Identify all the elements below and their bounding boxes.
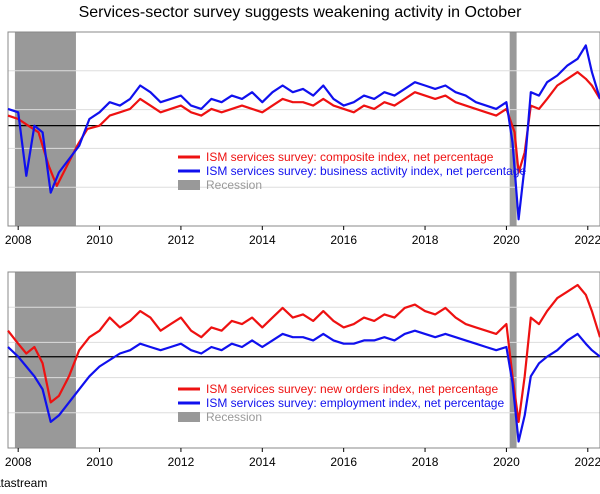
x-tick-label: 2022 <box>574 233 600 247</box>
plot-frame <box>7 271 600 449</box>
x-tick-label: 2022 <box>574 455 600 469</box>
legend-label: Recession <box>206 178 262 192</box>
legend-swatch <box>178 412 200 422</box>
legend-swatch <box>178 180 200 190</box>
x-tick-label: 2020 <box>493 233 520 247</box>
series-line-red <box>7 71 600 187</box>
source-note: atastream <box>0 476 48 490</box>
series-line-blue <box>7 329 600 443</box>
series-line-red <box>7 283 600 423</box>
plot-frame <box>7 31 600 227</box>
legend-label: Recession <box>206 410 262 424</box>
x-tick-label: 2008 <box>5 455 32 469</box>
legend-label: ISM services survey: business activity i… <box>206 164 526 178</box>
legend-label: ISM services survey: employment index, n… <box>206 396 504 410</box>
recession-band <box>509 272 517 448</box>
x-tick-label: 2014 <box>249 455 276 469</box>
x-tick-label: 2016 <box>330 233 357 247</box>
figure-title: Services-sector survey suggests weakenin… <box>78 4 522 21</box>
x-tick-label: 2018 <box>412 455 439 469</box>
legend-label: ISM services survey: new orders index, n… <box>206 382 498 396</box>
x-tick-label: 2012 <box>168 455 195 469</box>
x-tick-label: 2010 <box>86 233 113 247</box>
recession-band <box>14 32 76 226</box>
x-tick-label: 2020 <box>493 455 520 469</box>
x-tick-label: 2008 <box>5 233 32 247</box>
chart-panel-bottom: 2008 2010 2012 2014 2016 2018 2020 2022 ISM serv… <box>5 271 600 469</box>
x-tick-label: 2012 <box>168 233 195 247</box>
legend-label: ISM services survey: composite index, ne… <box>206 150 494 164</box>
x-tick-label: 2016 <box>330 455 357 469</box>
x-tick-label: 2018 <box>412 233 439 247</box>
x-tick-label: 2010 <box>86 455 113 469</box>
x-tick-label: 2014 <box>249 233 276 247</box>
series-line-blue <box>7 44 600 221</box>
chart-panel-top: 2008 2010 2012 2014 2016 2018 2020 2022 ISM serv… <box>5 31 600 247</box>
recession-band <box>14 272 76 448</box>
